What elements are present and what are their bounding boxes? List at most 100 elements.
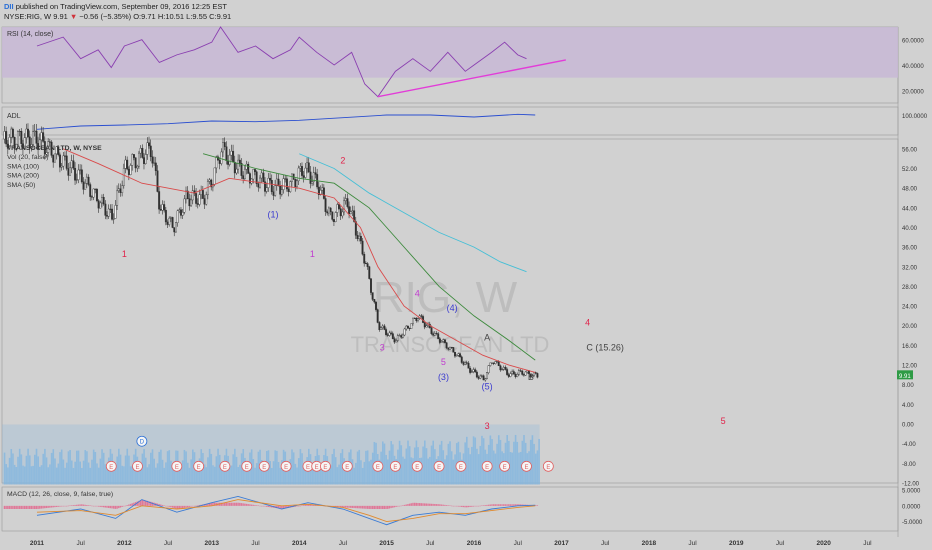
candle-body [3,131,6,140]
volume-bar [126,448,129,485]
price-legend-item: Vol (20, false) [7,154,49,161]
macd-hist-bar [398,505,401,507]
macd-hist-bar [168,505,170,507]
macd-hist-bar [205,503,207,506]
volume-bar [262,467,265,485]
volume-bar [17,456,19,485]
candle-body [43,141,46,155]
volume-bar [188,467,191,485]
volume-bar [474,437,477,485]
volume-bar [47,467,50,485]
candle-body [166,221,169,225]
volume-bar [138,466,140,485]
candle-body [449,346,451,350]
macd-hist-bar [383,505,386,509]
macd-hist-bar [239,502,241,506]
candle-body [536,373,539,378]
candle-body [237,159,240,170]
volume-bar [365,450,367,485]
candle-body [348,206,351,215]
volume-bar [286,462,288,485]
volume-bar [294,463,297,485]
macd-hist-bar [17,505,19,509]
watermark-name: TRANSOCEAN LTD [351,332,550,357]
last-price-badge [897,370,913,380]
macd-hist-bar [212,502,214,506]
volume-bar [40,465,43,485]
volume-bar [403,458,406,485]
volume-bar [49,464,51,485]
symbol-label: NYSE:RIG, W [4,12,52,21]
macd-hist-bar [77,504,80,506]
candle-body [407,325,409,329]
candle-body [176,210,179,223]
macd-hist-bar [82,504,85,506]
candle-body [129,165,132,175]
candle-body [479,375,482,379]
macd-hist-bar [381,505,384,509]
volume-bar [131,465,134,485]
macd-hist-bar [353,505,355,509]
candle-body [262,172,265,182]
macd-hist-bar [496,504,498,506]
macd-hist-bar [3,505,6,509]
macd-hist-bar [20,505,22,509]
macd-hist-bar [366,505,369,509]
candle-body [18,130,21,132]
candle-body [489,362,492,366]
candle-body [159,209,162,211]
volume-bar [281,460,283,485]
wave-label: 1 [122,249,127,259]
volume-bar [366,450,369,485]
volume-bar [296,467,298,485]
candle-body [524,371,527,376]
macd-hist-bar [506,504,508,506]
candle-body [450,346,453,348]
wave-label: (3) [438,372,449,382]
macd-hist-bar [114,505,117,509]
candle-body [79,169,82,171]
volume-bar [313,466,315,485]
volume-bar [42,453,45,485]
macd-hist-bar [131,503,133,506]
macd-hist-bar [486,504,488,506]
candle-body [109,208,112,210]
macd-hist-bar [23,505,26,509]
candle-body [40,132,43,141]
macd-hist-bar [176,505,179,509]
volume-bar [18,448,21,485]
volume-bar [489,435,492,485]
volume-bar [119,454,122,485]
volume-bar [237,467,240,485]
macd-hist-bar [368,505,370,509]
volume-bar [232,454,234,485]
volume-bar [360,460,362,485]
candle-body [188,198,191,207]
macd-hist-bar [393,505,396,508]
candle-body [16,131,19,145]
macd-hist-bar [492,504,495,506]
last-price-badge-label: 9.91 [899,374,911,380]
volume-bar [429,456,431,485]
candle-body [396,335,399,341]
candle-body [252,169,255,180]
candle-body [32,131,35,145]
volume-bar [508,440,510,485]
price-legend-item: SMA (200) [7,173,39,180]
candle-body [376,309,379,323]
candle-body [401,334,404,338]
candle-body [208,179,211,182]
macd-hist-bar [242,503,244,506]
candle-body [388,332,391,336]
candle-body [349,211,352,215]
event-marker-label: E [546,465,550,471]
volume-bar [402,456,404,485]
candle-body [274,185,277,196]
candle-body [433,332,436,336]
macd-hist-bar [223,502,226,506]
macd-hist-bar [113,505,115,509]
volume-bar [106,467,108,485]
macd-hist-bar [111,505,113,509]
macd-hist-bar [225,502,228,506]
